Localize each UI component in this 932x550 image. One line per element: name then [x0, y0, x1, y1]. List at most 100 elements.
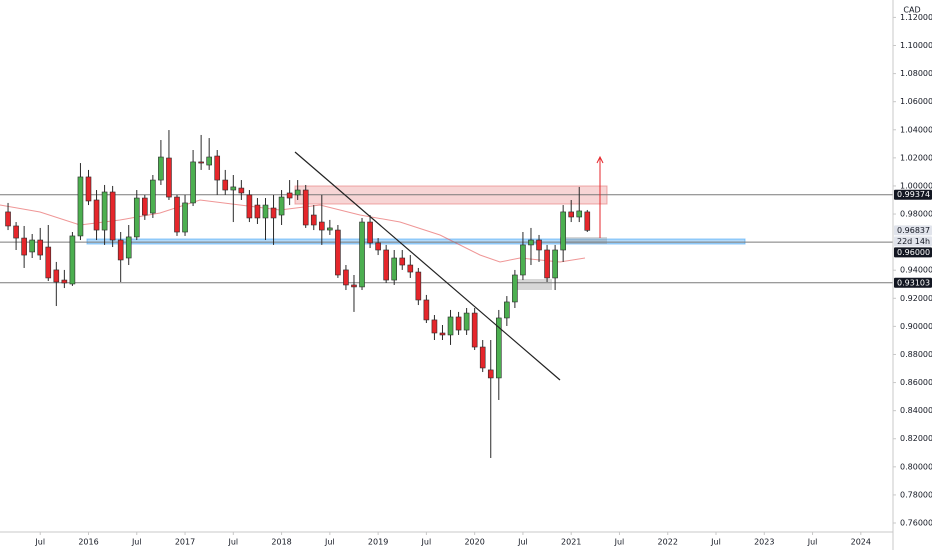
- drawings-top: [294, 151, 604, 381]
- candle-body: [487, 369, 494, 379]
- x-tick-label: Jul: [807, 538, 818, 547]
- candle-body: [37, 239, 44, 256]
- candle-body: [343, 269, 349, 286]
- support-band: [86, 238, 746, 245]
- candle-body: [214, 155, 221, 181]
- level-tag-text: 0.96000: [897, 248, 930, 257]
- candle-body: [576, 210, 583, 218]
- candle-body: [359, 221, 365, 288]
- level-tag-text: 0.99374: [897, 190, 930, 199]
- candle-body: [77, 176, 84, 237]
- candle-body: [423, 299, 430, 321]
- candle-body: [45, 246, 52, 279]
- y-tick-label: 0.76000: [900, 519, 932, 528]
- y-tick-label: 0.84000: [900, 406, 932, 415]
- candle-body: [439, 332, 446, 336]
- level-tag-box: [894, 247, 932, 258]
- candle-body: [238, 187, 245, 194]
- candle-body: [182, 202, 188, 233]
- arrow-head: [596, 155, 604, 164]
- candle-body: [142, 197, 148, 216]
- candle-body: [399, 257, 406, 266]
- y-tick-label: 0.78000: [900, 490, 932, 499]
- candle-body: [367, 221, 373, 244]
- candle-body: [520, 244, 526, 276]
- x-tick-label: 2024: [851, 538, 871, 547]
- candle-body: [391, 257, 398, 281]
- candle-body: [69, 235, 76, 285]
- currency-label: CAD: [903, 6, 920, 15]
- candle-body: [230, 186, 237, 191]
- x-tick-label: Jul: [614, 538, 625, 547]
- candle-body: [109, 191, 116, 241]
- x-tick-label: Jul: [131, 538, 142, 547]
- candle-body: [85, 176, 92, 202]
- candle-body: [407, 264, 414, 273]
- level-tag: 0.93103: [894, 277, 932, 288]
- candle-body: [21, 237, 27, 256]
- candle-body: [375, 242, 381, 251]
- x-tick-label: 2021: [561, 538, 581, 547]
- candle-body: [560, 211, 566, 251]
- candle-body: [504, 301, 510, 319]
- candle-body: [61, 279, 68, 284]
- level-tag-box: [894, 277, 932, 288]
- candle-body: [327, 227, 333, 231]
- x-tick-label: 2017: [175, 538, 195, 547]
- candle-body: [431, 319, 438, 334]
- y-tick-label: 0.98000: [900, 210, 932, 219]
- y-tick-label: 0.90000: [900, 322, 932, 331]
- x-tick-label: Jul: [324, 538, 335, 547]
- y-tick-label: 0.88000: [900, 350, 932, 359]
- candle-body: [125, 236, 132, 259]
- candle-body: [495, 317, 502, 379]
- candle-body: [150, 179, 156, 214]
- candle-body: [463, 312, 470, 331]
- x-tick-label: 2023: [754, 538, 774, 547]
- y-tick-label: 0.86000: [900, 378, 932, 387]
- candle-body: [133, 197, 140, 238]
- candle-body: [310, 214, 317, 226]
- x-tick-label: 2016: [78, 538, 98, 547]
- candle-body: [584, 211, 591, 231]
- candle-body: [351, 284, 357, 288]
- x-tick-label: Jul: [227, 538, 238, 547]
- candle-body: [53, 269, 60, 283]
- x-tick-label: Jul: [34, 538, 45, 547]
- candle-body: [568, 211, 574, 218]
- candle-body: [383, 249, 389, 281]
- candle-body: [512, 274, 518, 303]
- y-tick-label: 0.94000: [900, 266, 932, 275]
- level-tag-text: 0.93103: [897, 278, 930, 287]
- candle-body: [415, 271, 422, 301]
- y-tick-label: 0.80000: [900, 462, 932, 471]
- candle-body: [190, 161, 196, 204]
- countdown-tag-box: [894, 236, 932, 247]
- candle-body: [198, 161, 204, 164]
- candle-body: [101, 191, 108, 231]
- candle-body: [174, 196, 180, 233]
- x-tick-label: 2019: [368, 538, 388, 547]
- candle-body: [222, 179, 229, 191]
- candle-body: [270, 207, 277, 219]
- x-tick-label: Jul: [421, 538, 432, 547]
- candle-body: [335, 229, 341, 276]
- candle-body: [93, 199, 100, 231]
- trendline: [294, 151, 561, 381]
- y-tick-label: 1.12000: [900, 13, 932, 22]
- x-tick-label: 2020: [464, 538, 484, 547]
- candle-body: [552, 249, 558, 279]
- candle-body: [536, 239, 542, 251]
- candles: [5, 130, 591, 458]
- candle-body: [5, 211, 11, 227]
- x-tick-label: Jul: [517, 538, 528, 547]
- candle-body: [13, 225, 19, 239]
- axes: 0.76000 0.78000 0.80000 0.82000 0.84000 0.860…: [34, 13, 932, 547]
- candle-body: [528, 239, 534, 246]
- y-tick-label: 1.08000: [900, 69, 932, 78]
- countdown-tag-text: 22d 14h: [897, 237, 930, 246]
- gray-zone: [560, 237, 607, 244]
- candle-body: [544, 249, 550, 279]
- x-tick-label: 2022: [658, 538, 678, 547]
